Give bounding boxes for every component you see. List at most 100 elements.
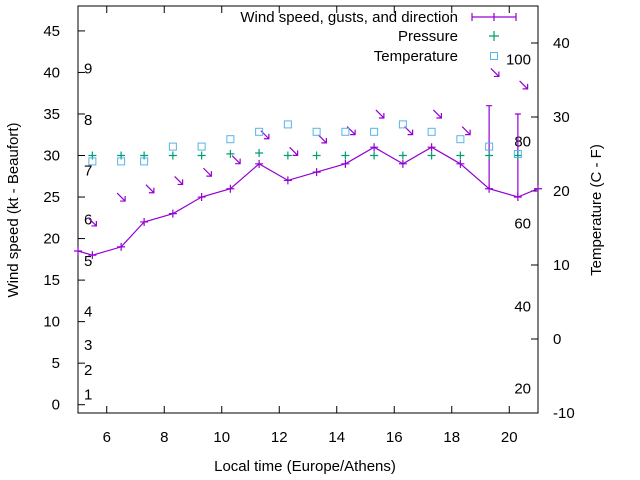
wind-speed-point bbox=[283, 176, 292, 185]
temperature-point bbox=[88, 157, 97, 166]
x-tick-label: 6 bbox=[103, 429, 111, 446]
y2-tick-label: 20 bbox=[553, 183, 570, 200]
y-tick-label: 45 bbox=[43, 23, 60, 40]
wind-speed-point bbox=[398, 159, 407, 168]
temperature-point bbox=[168, 142, 177, 151]
temperature-point bbox=[312, 127, 321, 136]
pressure-point bbox=[398, 151, 407, 160]
plot-frame bbox=[77, 5, 539, 414]
fahrenheit-label: 60 bbox=[514, 216, 531, 233]
y-tick-label: 5 bbox=[52, 355, 60, 372]
temperature-point bbox=[140, 157, 149, 166]
legend: Wind speed, gusts, and direction Pressur… bbox=[240, 9, 517, 65]
beaufort-label: 9 bbox=[84, 60, 92, 77]
wind-speed-point bbox=[74, 247, 82, 256]
wind-direction-arrow bbox=[231, 155, 241, 165]
wind-speed-point bbox=[226, 184, 235, 193]
y-tick-label: 25 bbox=[43, 189, 60, 206]
wind-direction-arrow bbox=[519, 80, 529, 90]
x-tick-label: 16 bbox=[386, 429, 403, 446]
temperature-point bbox=[197, 142, 206, 151]
y2-tick-label: 40 bbox=[553, 35, 570, 52]
temperature-point bbox=[117, 157, 126, 166]
fahrenheit-label: 80 bbox=[514, 133, 531, 150]
temperature-point bbox=[341, 127, 350, 136]
legend-sample-temperature bbox=[490, 52, 498, 60]
wind-direction-arrow bbox=[461, 126, 471, 136]
beaufort-label: 6 bbox=[84, 211, 92, 228]
y-tick-label: 30 bbox=[43, 148, 60, 165]
wind-speed-point bbox=[255, 159, 264, 168]
x-tick-label: 8 bbox=[160, 429, 168, 446]
legend-sample-pressure bbox=[489, 31, 499, 41]
x-tick-label: 20 bbox=[501, 429, 518, 446]
wind-direction-arrow bbox=[87, 217, 97, 227]
wind-speed-point bbox=[370, 143, 379, 152]
y-tick-label: 10 bbox=[43, 314, 60, 331]
x-tick-label: 10 bbox=[213, 429, 230, 446]
wind-direction-arrow bbox=[346, 126, 356, 136]
x-tick-label: 18 bbox=[443, 429, 460, 446]
beaufort-label: 3 bbox=[84, 337, 92, 354]
fahrenheit-label: 100 bbox=[506, 51, 531, 68]
wind-direction-arrow bbox=[116, 192, 126, 202]
wind-direction-arrow bbox=[375, 109, 385, 119]
axes-layer: 6 8 10 12 14 16 18 20051015202530354045-1001020… bbox=[43, 6, 575, 446]
wind-speed-point bbox=[312, 168, 321, 177]
pressure-point bbox=[226, 149, 235, 158]
legend-sample-wind bbox=[471, 13, 517, 21]
y2-tick-label: -10 bbox=[553, 405, 575, 422]
gust-bar bbox=[486, 105, 493, 189]
x-tick-label: 12 bbox=[271, 429, 288, 446]
wind-speed-point bbox=[168, 209, 177, 218]
beaufort-label: 5 bbox=[84, 253, 92, 270]
series-layer bbox=[74, 68, 542, 260]
y-tick-label: 35 bbox=[43, 106, 60, 123]
legend-label-pressure: Pressure bbox=[398, 28, 458, 45]
wind-direction-arrow bbox=[145, 184, 155, 194]
temperature-point bbox=[226, 135, 235, 144]
wind-direction-arrow bbox=[490, 68, 500, 78]
wind-speed-point bbox=[341, 159, 350, 168]
temperature-point bbox=[398, 120, 407, 129]
legend-label-temperature: Temperature bbox=[374, 48, 458, 65]
y2-axis-label: Temperature (C - F) bbox=[588, 144, 605, 276]
fahrenheit-label: 20 bbox=[514, 381, 531, 398]
pressure-point bbox=[341, 151, 350, 160]
wind-speed-point bbox=[117, 242, 126, 251]
beaufort-label: 8 bbox=[84, 112, 92, 129]
y-tick-label: 0 bbox=[52, 397, 60, 414]
y-axis-label: Wind speed (kt - Beaufort) bbox=[5, 122, 22, 297]
temperature-point bbox=[456, 135, 465, 144]
temperature-point bbox=[370, 127, 379, 136]
beaufort-label: 4 bbox=[84, 304, 92, 321]
temperature-point bbox=[485, 142, 494, 151]
y2-tick-label: 10 bbox=[553, 257, 570, 274]
x-tick-label: 14 bbox=[328, 429, 345, 446]
wind-direction-arrow bbox=[202, 167, 212, 177]
pressure-point bbox=[168, 151, 177, 160]
wind-speed-point bbox=[456, 159, 465, 168]
pressure-point bbox=[283, 151, 292, 160]
y-tick-label: 40 bbox=[43, 64, 60, 81]
wind-speed-point bbox=[197, 193, 206, 202]
beaufort-label: 2 bbox=[84, 362, 92, 379]
pressure-point bbox=[197, 151, 206, 160]
wind-direction-arrow bbox=[174, 176, 184, 186]
beaufort-label: 7 bbox=[84, 162, 92, 179]
pressure-point bbox=[485, 151, 494, 160]
y2-tick-label: 0 bbox=[553, 331, 561, 348]
wind-direction-arrow bbox=[317, 134, 327, 144]
wind-direction-arrow bbox=[260, 130, 270, 140]
wind-speed-line bbox=[77, 146, 539, 256]
pressure-point bbox=[427, 151, 436, 160]
x-axis-label: Local time (Europe/Athens) bbox=[214, 458, 396, 475]
wind-speed-point bbox=[534, 184, 542, 193]
wind-direction-arrow bbox=[432, 109, 442, 119]
temperature-point bbox=[283, 120, 292, 129]
pressure-point bbox=[513, 151, 522, 160]
temperature-point bbox=[255, 127, 264, 136]
pressure-point bbox=[370, 151, 379, 160]
